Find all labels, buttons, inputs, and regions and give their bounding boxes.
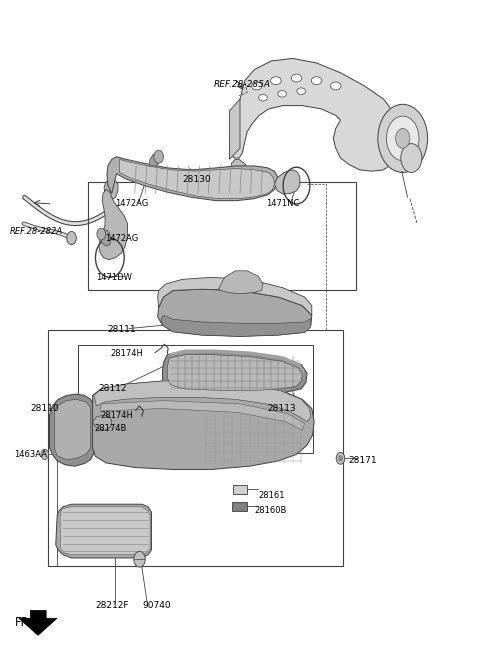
Ellipse shape [259, 95, 267, 101]
Circle shape [378, 104, 428, 173]
Circle shape [386, 116, 419, 161]
Polygon shape [161, 315, 311, 336]
Polygon shape [100, 401, 305, 430]
Circle shape [338, 456, 342, 461]
Ellipse shape [291, 74, 302, 82]
Polygon shape [275, 170, 300, 194]
Circle shape [154, 150, 163, 164]
Circle shape [134, 551, 145, 567]
Polygon shape [168, 350, 305, 376]
Text: 1472AG: 1472AG [116, 200, 149, 208]
Text: 1472AG: 1472AG [105, 233, 138, 242]
Text: 1471DW: 1471DW [96, 273, 132, 282]
Polygon shape [162, 351, 307, 396]
Text: 28110: 28110 [30, 404, 59, 413]
Circle shape [97, 228, 106, 240]
Text: 28160B: 28160B [254, 507, 287, 515]
Bar [48, 330, 343, 566]
Polygon shape [99, 189, 128, 260]
Polygon shape [93, 381, 314, 470]
Text: 28112: 28112 [99, 384, 127, 394]
Text: 28174H: 28174H [100, 411, 133, 420]
Circle shape [41, 449, 48, 460]
Polygon shape [149, 153, 158, 166]
Text: REF.28-282A: REF.28-282A [10, 227, 63, 236]
Text: 28161: 28161 [258, 491, 285, 500]
Polygon shape [218, 271, 263, 294]
Text: 90740: 90740 [142, 600, 170, 610]
Text: FR.: FR. [15, 616, 33, 629]
Polygon shape [230, 160, 247, 181]
Ellipse shape [252, 82, 262, 90]
Text: 1463AA: 1463AA [14, 450, 47, 459]
Polygon shape [104, 179, 118, 200]
Polygon shape [157, 289, 312, 336]
Polygon shape [167, 355, 302, 391]
Text: REF.28-285A: REF.28-285A [214, 80, 271, 89]
Polygon shape [60, 507, 150, 555]
Polygon shape [54, 399, 91, 460]
Text: 28111: 28111 [107, 325, 135, 334]
Ellipse shape [278, 91, 287, 97]
Bar [232, 501, 247, 510]
Polygon shape [49, 394, 94, 466]
Circle shape [67, 231, 76, 244]
Ellipse shape [271, 77, 281, 85]
Polygon shape [229, 99, 240, 160]
Ellipse shape [297, 88, 306, 95]
Polygon shape [100, 230, 111, 246]
Text: 28212F: 28212F [96, 600, 129, 610]
Circle shape [336, 453, 345, 464]
Polygon shape [120, 160, 275, 198]
Text: 28174B: 28174B [94, 424, 126, 433]
Ellipse shape [330, 82, 341, 90]
Polygon shape [19, 610, 57, 635]
Text: 1471NC: 1471NC [266, 200, 300, 208]
Text: 28174H: 28174H [111, 349, 144, 358]
Circle shape [401, 144, 422, 173]
Text: 28113: 28113 [268, 404, 296, 413]
Polygon shape [157, 277, 312, 315]
Polygon shape [107, 157, 277, 200]
Polygon shape [56, 504, 152, 558]
Bar [88, 182, 356, 290]
Bar [78, 345, 313, 453]
Bar [233, 484, 247, 493]
Polygon shape [93, 415, 112, 430]
Text: 28130: 28130 [182, 175, 211, 183]
Polygon shape [94, 381, 311, 422]
Ellipse shape [312, 77, 322, 85]
Text: 28171: 28171 [348, 457, 377, 465]
Polygon shape [229, 58, 405, 171]
Circle shape [396, 129, 410, 148]
